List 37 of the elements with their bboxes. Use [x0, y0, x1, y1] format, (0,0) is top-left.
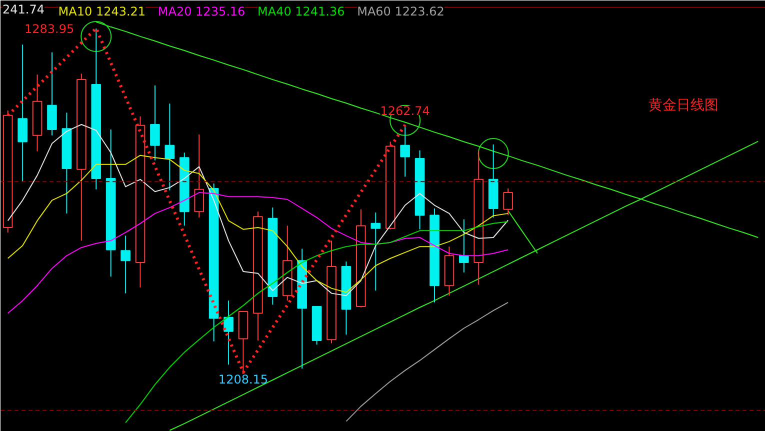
candlestick [444, 246, 454, 296]
candlestick [474, 150, 484, 286]
candlestick [164, 103, 175, 191]
candlestick [120, 235, 130, 294]
annotation: 1262.74 [380, 104, 430, 118]
candlestick [62, 112, 72, 214]
candlestick [224, 300, 234, 366]
candlestick [341, 261, 352, 336]
text: 241.74 [2, 2, 44, 16]
candlestick [459, 218, 469, 273]
text: MA60 1223.62 [357, 4, 444, 18]
text: MA10 1243.21 [58, 4, 146, 18]
candlestick [106, 128, 116, 278]
candlestick [414, 150, 425, 230]
text: MA40 1241.36 [258, 4, 345, 18]
candlestick [194, 134, 204, 218]
candlestick [91, 28, 102, 190]
candlestick [297, 248, 307, 370]
candlestick [488, 144, 498, 218]
candlestick [32, 74, 42, 152]
annotation: 1283.95 [24, 22, 74, 36]
candlestick [135, 116, 146, 288]
candlestick [268, 207, 278, 306]
annotation: 1208.15 [218, 372, 268, 386]
candlestick [150, 84, 160, 161]
candlestick [253, 211, 263, 342]
text: MA20 1235.16 [158, 4, 246, 18]
candlestick [400, 124, 410, 178]
text: 黄金日线图 [648, 98, 718, 114]
candlestick [208, 182, 219, 342]
candlestick [18, 44, 28, 182]
candlestick [282, 225, 292, 302]
candlestick [47, 52, 57, 136]
candlestick [370, 212, 381, 292]
candlestick [179, 152, 190, 226]
candlestick [430, 208, 440, 303]
candlestick [76, 73, 86, 242]
